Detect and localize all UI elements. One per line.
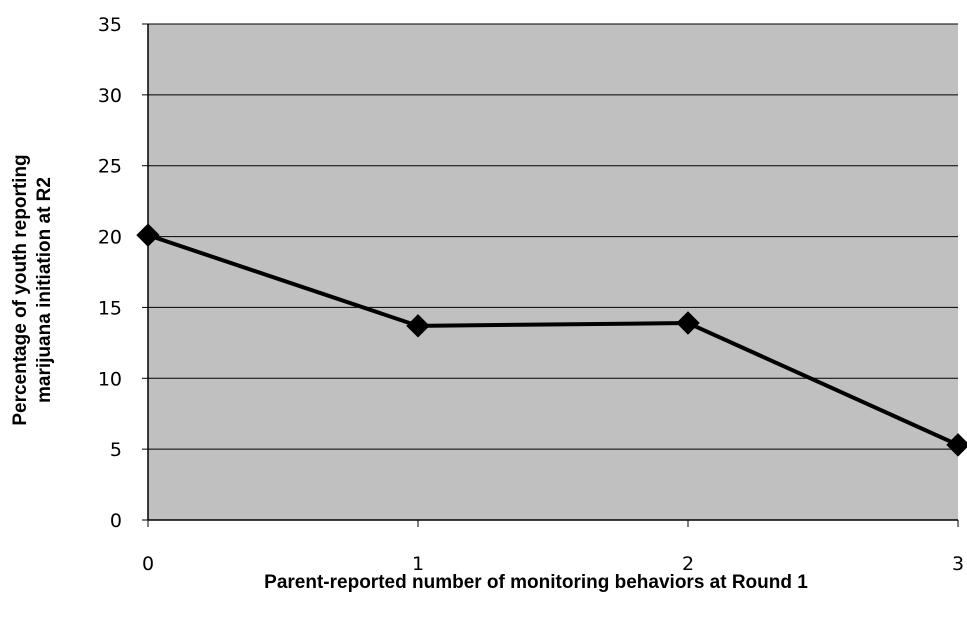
- series-line: [147, 233, 959, 447]
- x-tick-label: 1: [412, 553, 424, 575]
- series-group: [136, 223, 967, 457]
- plot-area: [148, 24, 958, 520]
- y-axis-title-line-2: marijuana initiation at R2: [34, 177, 55, 403]
- y-tick-label: 30: [98, 85, 122, 107]
- y-tick-label: 10: [98, 368, 122, 390]
- data-point-marker: [136, 223, 160, 247]
- y-tick-label: 5: [110, 439, 122, 461]
- data-point-marker: [676, 311, 700, 335]
- y-tick-label: 0: [110, 510, 122, 532]
- y-tick-label: 15: [98, 297, 122, 319]
- y-tick-labels: 0 5 10 15 20 25 30 35: [98, 14, 122, 532]
- x-tick-label: 2: [682, 553, 694, 575]
- y-tick-label: 25: [98, 156, 122, 178]
- y-axis-title: Percentage of youth reporting marijuana …: [10, 154, 55, 425]
- y-tick-label: 35: [98, 14, 122, 36]
- x-tick-label: 0: [142, 553, 154, 575]
- x-axis-title: Parent-reported number of monitoring beh…: [264, 572, 808, 593]
- data-point-marker: [406, 314, 430, 338]
- x-tick-label: 3: [952, 553, 964, 575]
- y-tick-label: 20: [98, 227, 122, 249]
- x-tick-labels: 0 1 2 3: [142, 553, 964, 575]
- data-point-marker: [946, 433, 967, 457]
- gridlines: [148, 23, 958, 450]
- y-axis-title-line-1: Percentage of youth reporting: [10, 154, 31, 425]
